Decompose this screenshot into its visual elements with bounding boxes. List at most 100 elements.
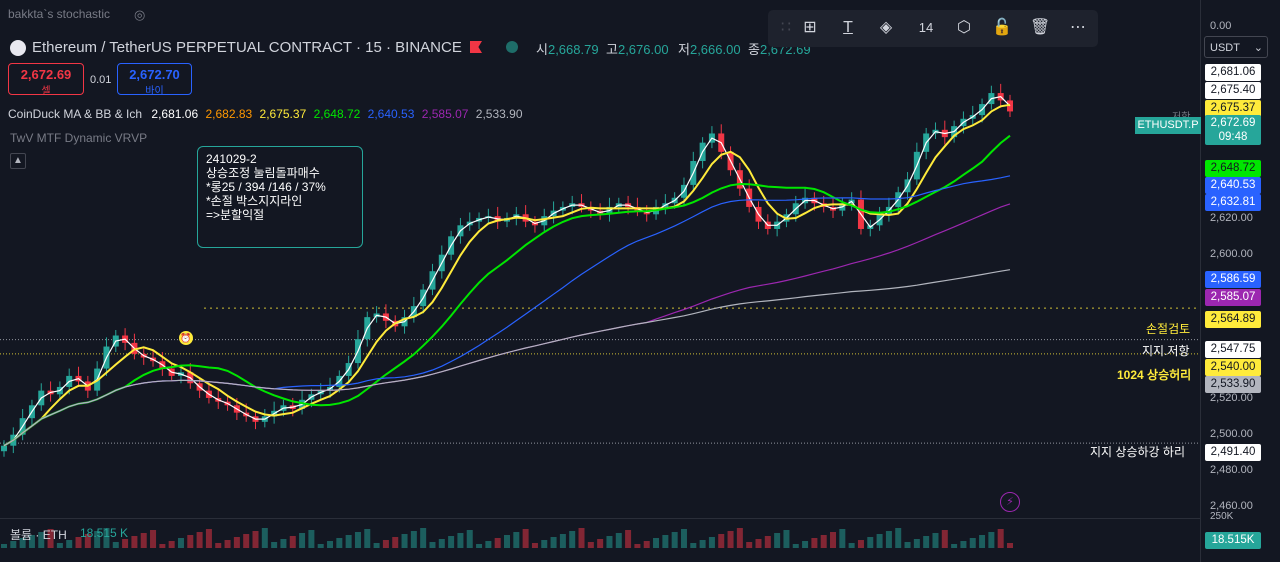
volume-bar [429,542,436,548]
more-icon[interactable]: ⋯ [1070,19,1086,36]
price-tag: 2,675.40 [1205,82,1261,99]
vrvp-indicator-name[interactable]: TwV MTF Dynamic VRVP [10,131,148,145]
volume-bar [755,539,762,548]
annotation-line-3: *롱25 / 394 /146 / 37% [206,180,326,194]
annotation-line-1: 241029-2 [206,152,257,166]
font-size-value[interactable]: 14 [918,20,934,35]
volume-bar [410,531,417,548]
volume-bar [205,529,212,548]
annotation-line-2: 상승조정 눌림돌파매수 [206,166,320,180]
volume-bar [438,539,445,548]
volume-bar [550,537,557,548]
volume-bar [867,537,874,548]
volume-bar [764,536,771,548]
candle-countdown: 09:48 [1218,131,1248,143]
lightning-icon[interactable]: ⚡ [1000,492,1020,512]
rise-waist-label: 1024 상승허리 [1117,368,1192,382]
volume-bar [979,535,986,548]
volume-bar [131,536,138,548]
volume-bar [625,530,632,548]
volume-bar [308,530,315,548]
flag-icon[interactable] [470,41,482,53]
price-tag: 2,540.00 [1205,359,1261,376]
currency-select[interactable]: USDT ⌄ [1204,36,1268,58]
current-price-tag: 2,672.69 09:48 [1205,115,1261,145]
axis-top-value: 0.00 [1210,20,1232,32]
symbol-title[interactable]: Ethereum / TetherUS PERPETUAL CONTRACT ·… [32,39,462,56]
price-tag: 2,564.89 [1205,311,1261,328]
delete-icon[interactable]: 🗑 [1030,19,1051,36]
volume-bar [988,532,995,548]
volume-bar [960,541,967,548]
volume-bar [168,541,175,548]
ma-line-6 [3,269,1011,447]
buy-label: 바이 [145,86,164,97]
ma-value-5: 2,640.53 [367,107,415,121]
lock-icon[interactable]: 🔓 [992,19,1012,36]
volume-bar [177,538,184,548]
volume-bar [727,531,734,548]
spread-value: 0.01 [90,74,112,86]
volume-bar [932,533,939,548]
volume-bar [885,531,892,548]
volume-bar [150,530,157,548]
volume-bar [187,535,194,548]
alarm-icon[interactable]: ⏰ [179,331,193,345]
volume-bar [923,536,930,548]
price-tag: 2,547.75 [1205,341,1261,358]
volume-bar [1,544,7,548]
volume-bar [680,529,687,548]
ma-indicator-row[interactable]: CoinDuck MA & BB & Ich 2,681.06 2,682.83… [8,107,523,121]
text-tool-icon[interactable]: T [843,19,853,36]
volume-bar [476,544,483,548]
volume-bar [38,532,45,548]
volume-bar [578,528,585,548]
volume-bar [103,528,110,548]
buy-button[interactable]: 2,672.70 바이 [117,63,192,97]
sell-button[interactable]: 2,672.69 셀 [8,63,84,97]
price-tag: 18.515K [1205,532,1261,549]
volume-bar [140,533,147,548]
volume-bar [317,544,324,548]
collapse-icon[interactable]: ▲ [10,153,26,169]
stochastic-indicator-label: bakkta`s stochastic [8,7,111,21]
annotation-callout[interactable]: 241029-2 상승조정 눌림돌파매수 *롱25 / 394 /146 / 3… [197,146,363,248]
sell-label: 셀 [41,86,51,97]
volume-bar [671,532,678,548]
volume-bar [569,531,576,548]
annotation-line-5: =>분할익절 [206,208,265,222]
volume-bar [634,544,641,548]
volume-label: 볼륨 · ETH [10,528,67,542]
volume-bar [718,534,725,548]
market-status-icon [506,41,518,53]
candle-body [1,445,7,452]
volume-bar [94,531,101,548]
volume-bar [233,537,240,548]
volume-bar [699,540,706,548]
ohlc-high: 고2,676.00 [606,42,669,57]
volume-bar [783,530,790,548]
volume-bar [531,543,538,548]
price-tag: 2,533.90 [1205,376,1261,393]
volume-bar [84,534,91,548]
volume-bars [1,528,1013,548]
volume-bar [997,529,1004,548]
current-price: 2,672.69 [1210,117,1256,129]
drag-handle-icon[interactable]: ∷ [780,19,792,36]
volume-bar [615,533,622,548]
settings-icon[interactable]: ⬡ [957,19,971,36]
fill-color-icon[interactable]: ◈ [879,19,893,36]
drawing-toolbar: ∷ ⊞ T ◈ 14 ⬡ 🔓 🗑 ⋯ [768,10,1098,47]
axis-tick: 2,480.00 [1210,464,1253,476]
eye-off-icon[interactable]: ◎ [134,7,146,22]
volume-bar [56,543,63,548]
ma-value-6: 2,585.07 [421,107,469,121]
volume-bar [802,541,809,548]
volume-bar [513,532,520,548]
template-icon[interactable]: ⊞ [803,19,817,36]
volume-bar [597,539,604,548]
volume-bar [587,542,594,548]
price-tag: 2,491.40 [1205,444,1261,461]
volume-bar [252,531,259,548]
